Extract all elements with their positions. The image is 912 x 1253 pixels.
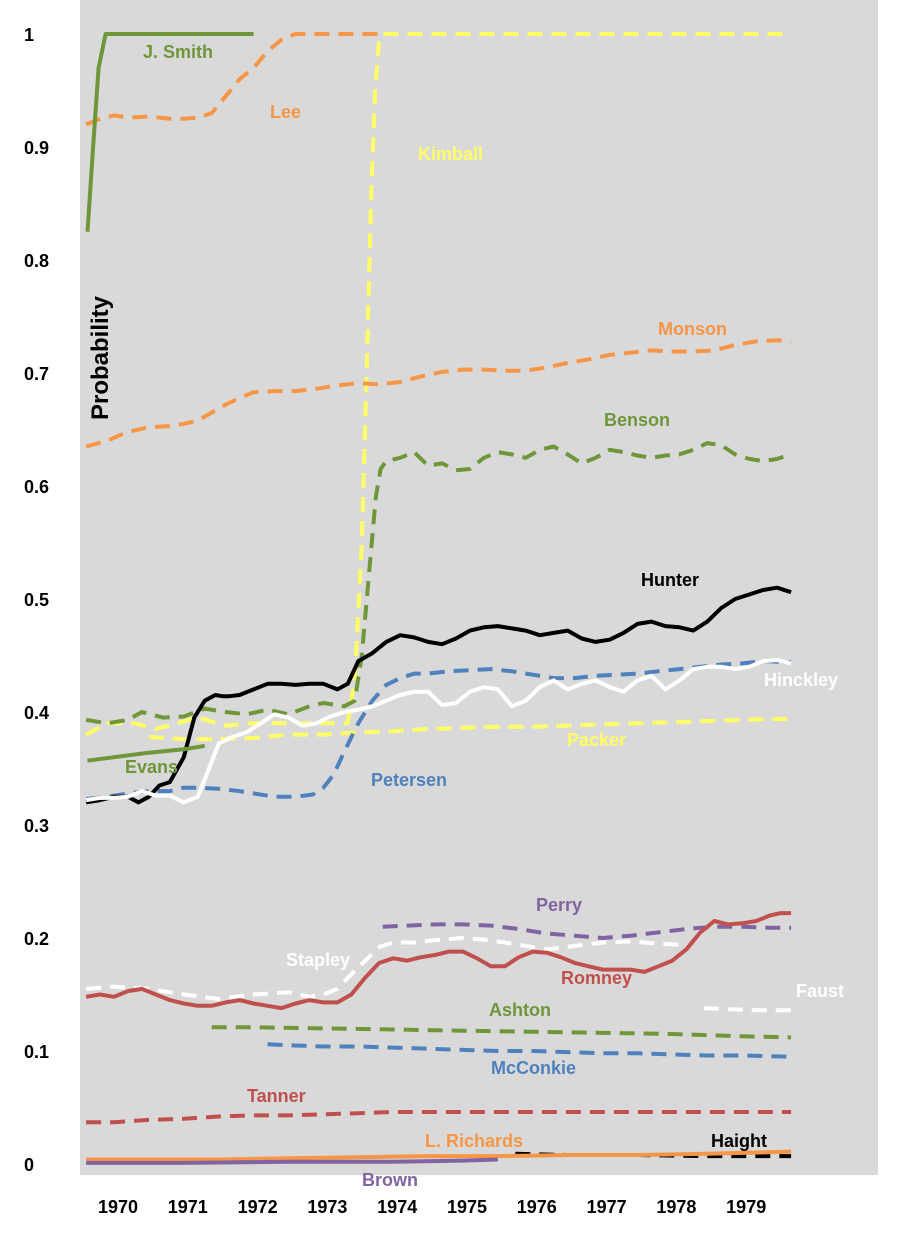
x-tick-label: 1979 — [726, 1197, 766, 1217]
series-line-tanner — [86, 1110, 792, 1125]
series-line-ashton — [211, 1025, 792, 1040]
x-tick-label: 1975 — [447, 1197, 487, 1217]
series-label-lee: Lee — [270, 102, 301, 122]
series-line-kimball — [85, 32, 792, 737]
series-label-haight: Haight — [711, 1131, 767, 1151]
series-label-packer: Packer — [567, 730, 626, 750]
series-line-mcconkie — [267, 1042, 792, 1059]
series-label-stapley: Stapley — [286, 950, 350, 970]
series-line-hunter — [85, 585, 792, 805]
y-axis-title: Probability — [87, 295, 114, 420]
x-tick-label: 1971 — [168, 1197, 208, 1217]
y-tick-label: 0 — [24, 1155, 34, 1175]
series-line-evans — [87, 743, 206, 763]
series-line-benson — [85, 441, 792, 726]
series-label-benson: Benson — [604, 410, 670, 430]
series-label-perry: Perry — [536, 895, 582, 915]
series-label-kimball: Kimball — [418, 144, 483, 164]
series-label-faust: Faust — [796, 981, 844, 1001]
series-label-monson: Monson — [658, 319, 727, 339]
series-label-l-richards: L. Richards — [425, 1131, 523, 1151]
series-line-monson — [85, 338, 792, 449]
x-tick-label: 1972 — [238, 1197, 278, 1217]
y-tick-label: 0.2 — [24, 929, 49, 949]
series-line-romney — [85, 911, 792, 1011]
y-tick-label: 0.4 — [24, 703, 49, 723]
series-label-ashton: Ashton — [489, 1000, 551, 1020]
series-line-j-smith — [85, 32, 254, 232]
series-line-faust — [703, 1006, 792, 1013]
series-label-petersen: Petersen — [371, 770, 447, 790]
y-tick-labels: 0 0.1 0.2 0.3 0.4 0.5 0.6 0.7 0.8 0.9 1 — [24, 25, 49, 1175]
series-label-j-smith: J. Smith — [143, 42, 213, 62]
x-tick-label: 1974 — [377, 1197, 417, 1217]
series-line-hinckley — [85, 658, 792, 805]
y-tick-label: 0.1 — [24, 1042, 49, 1062]
series-line-packer — [148, 716, 792, 742]
y-tick-label: 0.5 — [24, 590, 49, 610]
y-tick-label: 0.6 — [24, 477, 49, 497]
plot-background — [80, 0, 878, 1175]
y-tick-label: 0.3 — [24, 816, 49, 836]
series-line-l-richards — [86, 1149, 792, 1162]
series-label-hinckley: Hinckley — [764, 670, 838, 690]
y-tick-label: 0.9 — [24, 138, 49, 158]
series-line-lee — [85, 32, 390, 127]
x-tick-label: 1970 — [98, 1197, 138, 1217]
y-tick-label: 1 — [24, 25, 34, 45]
x-tick-labels: 1970 1971 1972 1973 1974 1975 1976 1977 1978 1979 — [98, 1197, 766, 1217]
y-tick-label: 0.8 — [24, 251, 49, 271]
series-label-mcconkie: McConkie — [491, 1058, 576, 1078]
series-line-perry — [382, 922, 792, 940]
series-line-brown — [86, 1157, 498, 1165]
x-tick-label: 1976 — [517, 1197, 557, 1217]
series-label-hunter: Hunter — [641, 570, 699, 590]
series-label-tanner: Tanner — [247, 1086, 306, 1106]
series-label-brown: Brown — [362, 1170, 418, 1190]
x-tick-label: 1978 — [656, 1197, 696, 1217]
series-layer — [85, 32, 792, 1165]
series-label-evans: Evans — [125, 757, 178, 777]
series-label-layer: J. Smith Lee Kimball Monson Benson Hunter Hinc… — [125, 42, 844, 1190]
y-tick-label: 0.7 — [24, 364, 49, 384]
series-label-romney: Romney — [561, 968, 632, 988]
x-tick-label: 1977 — [587, 1197, 627, 1217]
x-tick-label: 1973 — [307, 1197, 347, 1217]
series-line-stapley — [85, 936, 680, 1001]
series-line-petersen — [85, 659, 792, 801]
